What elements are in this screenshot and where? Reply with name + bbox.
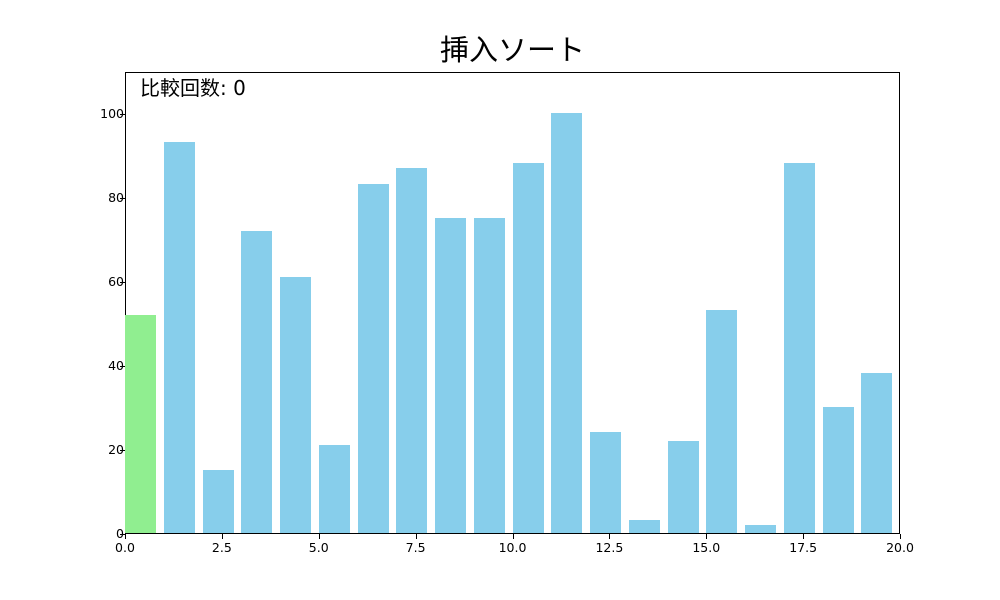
bar bbox=[435, 218, 466, 533]
bar bbox=[667, 440, 699, 533]
x-tick-label: 15.0 bbox=[692, 540, 721, 555]
x-tick-mark bbox=[221, 534, 223, 539]
bar bbox=[628, 520, 660, 533]
y-tick-label: 20 bbox=[108, 442, 124, 457]
x-tick-mark bbox=[706, 534, 708, 539]
bar bbox=[822, 407, 854, 533]
x-tick-mark bbox=[125, 534, 126, 539]
y-tick-mark bbox=[120, 450, 125, 451]
y-tick-mark bbox=[120, 282, 125, 283]
y-tick-mark bbox=[120, 366, 125, 367]
y-tick-mark bbox=[120, 534, 125, 535]
bar bbox=[861, 373, 893, 533]
bar bbox=[745, 524, 776, 533]
y-tick-label: 100 bbox=[100, 106, 124, 121]
bar bbox=[396, 167, 428, 533]
bar bbox=[357, 184, 389, 533]
y-tick-label: 0 bbox=[116, 527, 124, 541]
bar bbox=[706, 310, 738, 533]
bar bbox=[241, 230, 273, 533]
chart-title: 挿入ソート bbox=[439, 33, 585, 67]
bar bbox=[163, 142, 195, 533]
x-tick-mark bbox=[803, 534, 805, 539]
y-tick-mark bbox=[120, 114, 125, 115]
x-tick-mark bbox=[900, 534, 901, 539]
x-tick-label: 20.0 bbox=[886, 540, 914, 555]
x-tick-label: 2.5 bbox=[211, 540, 232, 555]
bar bbox=[280, 276, 311, 533]
x-tick-label: 10.0 bbox=[498, 540, 527, 555]
y-tick-label: 80 bbox=[108, 190, 124, 205]
bar bbox=[551, 113, 583, 533]
bar bbox=[783, 163, 815, 533]
x-tick-mark bbox=[512, 534, 514, 539]
x-tick-label: 17.5 bbox=[789, 540, 818, 555]
bar bbox=[473, 218, 505, 533]
comparison-count-label: 比較回数: 0 bbox=[140, 76, 246, 100]
x-tick-mark bbox=[609, 534, 611, 539]
x-tick-mark bbox=[318, 534, 320, 539]
bar bbox=[125, 314, 156, 533]
y-tick-label: 60 bbox=[108, 274, 124, 289]
x-tick-label: 7.5 bbox=[405, 540, 426, 555]
x-tick-mark bbox=[415, 534, 417, 539]
bar bbox=[202, 470, 234, 533]
y-tick-mark bbox=[120, 198, 125, 199]
x-tick-label: 12.5 bbox=[595, 540, 624, 555]
x-tick-label: 0.0 bbox=[115, 540, 135, 555]
plot-area bbox=[125, 72, 900, 534]
bar bbox=[512, 163, 544, 533]
y-tick-label: 40 bbox=[108, 358, 124, 373]
bar bbox=[318, 444, 350, 533]
bar bbox=[590, 432, 621, 533]
x-tick-label: 5.0 bbox=[308, 540, 329, 555]
